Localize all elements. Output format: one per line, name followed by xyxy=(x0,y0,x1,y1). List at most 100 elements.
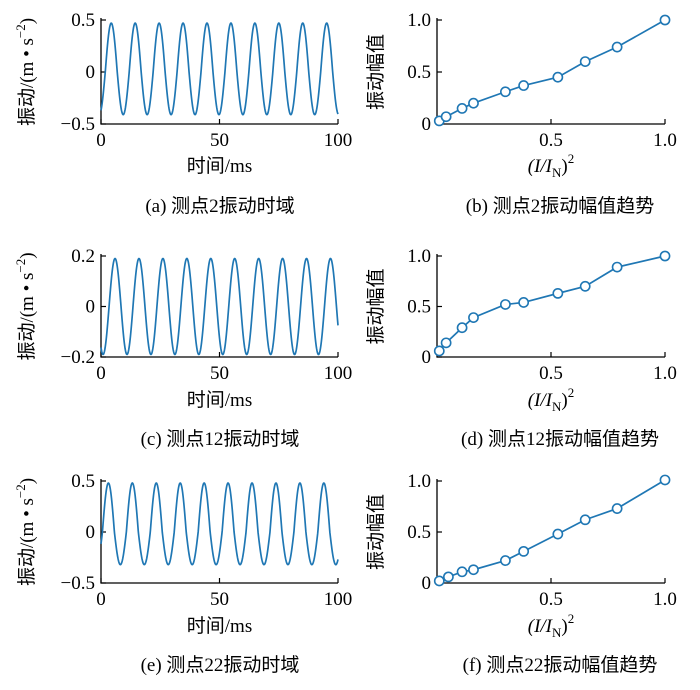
x-axis-label-sup: 2 xyxy=(568,611,575,626)
y-tick-label: 1.0 xyxy=(407,246,431,267)
y-tick-label: 0.5 xyxy=(71,471,95,492)
y-tick-label: 1.0 xyxy=(407,10,431,31)
data-point-marker xyxy=(552,71,564,83)
data-point-marker xyxy=(456,103,468,114)
x-axis-label: (I/IN)2 xyxy=(528,611,574,640)
data-point-marker xyxy=(552,528,564,540)
data-point-marker xyxy=(659,250,671,262)
x-tick-label: 0 xyxy=(96,363,106,384)
x-tick-label: 100 xyxy=(324,363,353,384)
data-point-marker xyxy=(611,41,623,53)
x-tick-label: 100 xyxy=(324,130,353,151)
x-axis-label: 时间/ms xyxy=(187,615,252,637)
data-point-marker xyxy=(611,261,623,273)
x-axis-label-sub: N xyxy=(552,625,562,640)
x-axis-label: (I/IN)2 xyxy=(528,385,574,414)
y-tick-label: 0 xyxy=(422,573,432,594)
y-axis-label: 振动幅值 xyxy=(365,268,387,344)
x-tick-label: 100 xyxy=(324,589,353,610)
y-tick-label: 0 xyxy=(422,347,432,368)
x-tick-label: 0.5 xyxy=(539,130,563,151)
x-tick-label: 0.5 xyxy=(539,363,563,384)
x-axis-label-main: (I/I xyxy=(528,156,554,177)
y-tick-label: 0 xyxy=(86,62,96,83)
data-point-marker xyxy=(440,337,452,349)
y-tick-label: −0.5 xyxy=(61,114,95,135)
chart-caption: (f) 测点22振动幅值趋势 xyxy=(463,654,658,676)
y-tick-label: 0.2 xyxy=(71,246,95,267)
x-tick-label: 50 xyxy=(210,589,229,610)
waveform-line xyxy=(100,257,339,356)
y-tick-label: 0.5 xyxy=(407,62,431,83)
y-axis-label-sup: −2 xyxy=(13,259,28,273)
chart-panel-f: 0 0.5 1.0 0.5 1.0 振动幅值 (I/IN)2 (f) 测点22振动幅值趋势 xyxy=(365,471,677,676)
x-tick-label: 50 xyxy=(210,130,229,151)
trend-line xyxy=(438,479,666,582)
data-point-marker xyxy=(468,564,479,576)
data-point-marker xyxy=(499,299,511,310)
y-tick-label: −0.5 xyxy=(61,573,95,594)
x-tick-label: 0 xyxy=(96,589,106,610)
x-tick-label: 1.0 xyxy=(653,363,677,384)
data-point-marker xyxy=(456,322,468,334)
data-point-marker xyxy=(659,474,671,486)
x-tick-label: 1.0 xyxy=(653,589,677,610)
data-point-marker xyxy=(468,312,479,324)
chart-caption: (c) 测点12振动时域 xyxy=(141,428,300,450)
x-axis-label-end: ) xyxy=(561,390,567,411)
data-point-marker xyxy=(659,14,671,26)
data-point-marker xyxy=(468,97,479,109)
axis-lines xyxy=(436,254,665,358)
y-tick-label: 0.5 xyxy=(407,297,431,318)
x-axis-label: 时间/ms xyxy=(187,389,252,411)
y-axis-label: 振动/(m • s−2) xyxy=(13,18,38,126)
y-axis-label-main: 振动/(m • s xyxy=(16,498,38,586)
x-axis-label-sup: 2 xyxy=(568,151,575,166)
chart-caption: (e) 测点22振动时域 xyxy=(141,654,300,676)
y-axis-label-end: ) xyxy=(17,18,38,24)
x-tick-label: 50 xyxy=(210,363,229,384)
y-tick-label: −0.2 xyxy=(61,347,95,368)
y-axis-label: 振动幅值 xyxy=(365,34,387,110)
data-point-marker xyxy=(579,514,591,526)
x-axis-label: 时间/ms xyxy=(187,155,252,177)
trend-line xyxy=(438,19,666,122)
y-axis-label-main: 振动/(m • s xyxy=(16,273,38,361)
trend-line xyxy=(438,255,666,352)
y-tick-label: 0 xyxy=(422,114,432,135)
y-axis-label-sup: −2 xyxy=(13,484,28,498)
y-axis-label-main: 振动幅值 xyxy=(365,34,387,110)
chart-panel-d: 0 0.5 1.0 0.5 1.0 振动幅值 (I/IN)2 (d) 测点12振动幅值趋势 xyxy=(365,246,677,450)
data-point-marker xyxy=(433,345,445,357)
y-tick-label: 0.5 xyxy=(407,522,431,543)
chart-caption: (b) 测点2振动幅值趋势 xyxy=(466,195,654,217)
waveform-line xyxy=(100,22,339,116)
waveform-line xyxy=(100,482,339,566)
y-tick-label: 0 xyxy=(86,297,96,318)
data-point-marker xyxy=(518,80,530,91)
axis-lines xyxy=(100,18,338,125)
y-axis-label-main: 振动幅值 xyxy=(365,268,387,344)
chart-panel-b: 0 0.5 1.0 0.5 1.0 振动幅值 (I/IN)2 (b) 测点2振动幅值趋势 xyxy=(365,10,677,217)
x-axis-label: (I/IN)2 xyxy=(528,151,574,180)
x-axis-label-sup: 2 xyxy=(568,385,575,400)
x-tick-label: 1.0 xyxy=(653,130,677,151)
axis-lines xyxy=(436,18,665,125)
y-axis-label-main: 振动幅值 xyxy=(365,494,387,570)
x-tick-label: 0 xyxy=(96,130,106,151)
x-axis-label-main: (I/I xyxy=(528,616,554,637)
data-point-marker xyxy=(440,111,452,123)
x-axis-label-end: ) xyxy=(561,616,567,637)
data-point-marker xyxy=(579,280,591,292)
data-point-marker xyxy=(499,555,511,566)
data-point-marker xyxy=(579,56,591,67)
x-axis-label-end: ) xyxy=(561,156,567,177)
data-point-marker xyxy=(552,287,564,299)
data-point-marker xyxy=(433,575,445,587)
data-point-marker xyxy=(499,86,511,98)
data-point-marker xyxy=(518,297,530,308)
